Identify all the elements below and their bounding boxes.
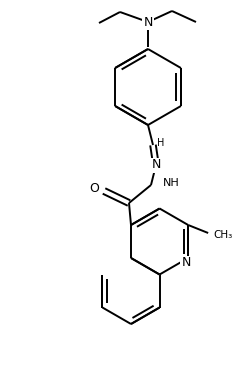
- Text: O: O: [89, 181, 99, 194]
- Text: NH: NH: [162, 178, 179, 188]
- Text: CH₃: CH₃: [212, 230, 232, 240]
- Text: N: N: [151, 158, 160, 172]
- Text: N: N: [181, 256, 190, 270]
- Text: H: H: [157, 138, 164, 148]
- Text: N: N: [143, 16, 152, 29]
